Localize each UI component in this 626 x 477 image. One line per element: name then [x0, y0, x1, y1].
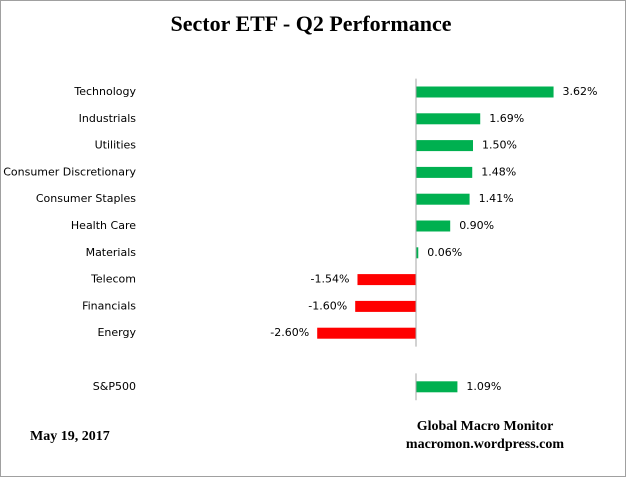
category-label: Utilities — [95, 139, 137, 152]
value-label: -1.60% — [308, 299, 347, 312]
value-label: 1.50% — [482, 139, 517, 152]
bar — [355, 300, 416, 312]
category-label: Telecom — [90, 273, 136, 286]
bar — [416, 113, 481, 125]
date: May 19, 2017 — [30, 429, 110, 444]
source-url: macromon.wordpress.com — [406, 437, 564, 452]
value-label: 1.09% — [466, 380, 501, 393]
bar — [317, 327, 416, 339]
bar — [416, 220, 451, 232]
value-label: 3.62% — [563, 85, 598, 98]
bar — [416, 193, 470, 205]
category-label: Materials — [86, 246, 137, 259]
category-label: Industrials — [79, 112, 137, 125]
bar — [416, 140, 473, 152]
chart-title: Sector ETF - Q2 Performance — [170, 11, 451, 36]
value-label: 1.69% — [489, 112, 524, 125]
value-label: 0.06% — [427, 246, 462, 259]
value-label: 1.41% — [479, 192, 514, 205]
category-label: Health Care — [71, 219, 136, 232]
category-label: Technology — [73, 85, 136, 98]
bar — [416, 166, 473, 178]
bar — [416, 381, 458, 393]
bar — [416, 86, 554, 98]
bar — [357, 274, 416, 286]
bar — [416, 247, 419, 259]
source: Global Macro Monitor — [417, 419, 554, 434]
value-label: -1.54% — [311, 273, 350, 286]
value-label: 0.90% — [459, 219, 494, 232]
category-label: Energy — [97, 326, 136, 339]
category-label: Financials — [82, 299, 136, 312]
value-label: 1.48% — [481, 165, 516, 178]
category-label: Consumer Staples — [36, 192, 136, 205]
category-label: S&P500 — [93, 380, 136, 393]
value-label: -2.60% — [270, 326, 309, 339]
category-label: Consumer Discretionary — [3, 165, 136, 178]
